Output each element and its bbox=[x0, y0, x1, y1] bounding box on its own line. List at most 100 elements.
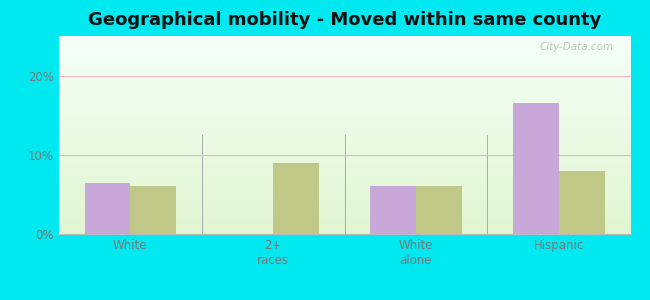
Bar bbox=[58, 132, 630, 133]
Bar bbox=[58, 83, 630, 85]
Bar bbox=[370, 187, 416, 234]
Bar bbox=[58, 199, 630, 200]
Bar bbox=[58, 80, 630, 82]
Bar bbox=[58, 202, 630, 203]
Bar bbox=[58, 108, 630, 109]
Title: Geographical mobility - Moved within same county: Geographical mobility - Moved within sam… bbox=[88, 11, 601, 29]
Bar bbox=[58, 95, 630, 96]
Bar bbox=[58, 231, 630, 232]
Bar bbox=[58, 49, 630, 50]
Bar bbox=[58, 143, 630, 144]
Bar bbox=[58, 168, 630, 169]
Bar bbox=[58, 149, 630, 150]
Bar bbox=[58, 119, 630, 120]
Bar bbox=[58, 98, 630, 99]
Bar bbox=[58, 150, 630, 151]
Bar bbox=[58, 229, 630, 230]
Bar bbox=[58, 159, 630, 160]
Bar bbox=[58, 217, 630, 218]
Bar bbox=[58, 228, 630, 229]
Bar bbox=[58, 118, 630, 119]
Bar bbox=[58, 89, 630, 91]
Bar bbox=[58, 176, 630, 177]
Bar bbox=[58, 82, 630, 83]
Bar bbox=[58, 47, 630, 48]
Bar bbox=[559, 171, 604, 234]
Bar bbox=[513, 103, 559, 234]
Bar bbox=[58, 127, 630, 128]
Bar bbox=[58, 141, 630, 142]
Bar bbox=[58, 226, 630, 227]
Bar bbox=[58, 164, 630, 165]
Bar bbox=[58, 195, 630, 196]
Bar bbox=[58, 73, 630, 74]
Bar bbox=[58, 96, 630, 98]
Bar bbox=[58, 201, 630, 202]
Bar bbox=[58, 54, 630, 55]
Bar bbox=[58, 219, 630, 220]
Bar bbox=[58, 233, 630, 234]
Bar bbox=[58, 165, 630, 166]
Bar bbox=[58, 131, 630, 132]
Bar bbox=[58, 196, 630, 197]
Bar bbox=[58, 111, 630, 112]
Bar bbox=[58, 107, 630, 108]
Bar bbox=[58, 110, 630, 111]
Bar bbox=[58, 218, 630, 219]
Bar bbox=[58, 115, 630, 116]
Bar bbox=[58, 155, 630, 156]
Bar bbox=[58, 55, 630, 56]
Bar bbox=[58, 105, 630, 106]
Bar bbox=[58, 142, 630, 143]
Bar bbox=[58, 200, 630, 201]
Bar bbox=[58, 154, 630, 155]
Bar bbox=[58, 92, 630, 93]
Bar bbox=[58, 106, 630, 107]
Bar bbox=[58, 72, 630, 73]
Bar bbox=[58, 166, 630, 167]
Text: City-Data.com: City-Data.com bbox=[540, 42, 614, 52]
Bar bbox=[58, 85, 630, 86]
Bar bbox=[58, 181, 630, 182]
Bar bbox=[58, 66, 630, 67]
Bar bbox=[58, 50, 630, 51]
Bar bbox=[58, 61, 630, 62]
Bar bbox=[58, 224, 630, 225]
Bar bbox=[58, 64, 630, 65]
Bar bbox=[58, 214, 630, 215]
Bar bbox=[58, 101, 630, 102]
Bar bbox=[58, 51, 630, 52]
Bar bbox=[58, 85, 630, 86]
Bar bbox=[58, 114, 630, 115]
Bar bbox=[58, 94, 630, 95]
Bar bbox=[58, 203, 630, 204]
Bar bbox=[58, 122, 630, 123]
Bar bbox=[58, 205, 630, 206]
Bar bbox=[58, 60, 630, 61]
Bar bbox=[58, 213, 630, 214]
Bar bbox=[58, 58, 630, 59]
Bar bbox=[58, 120, 630, 121]
Bar bbox=[58, 167, 630, 168]
Bar bbox=[58, 129, 630, 130]
Bar bbox=[58, 178, 630, 179]
Bar bbox=[58, 144, 630, 145]
Bar bbox=[58, 36, 630, 37]
Bar bbox=[58, 197, 630, 198]
Bar bbox=[58, 185, 630, 187]
Bar bbox=[58, 52, 630, 53]
Bar bbox=[58, 191, 630, 192]
Bar bbox=[58, 59, 630, 60]
Bar bbox=[58, 179, 630, 181]
Bar bbox=[58, 116, 630, 117]
Bar bbox=[58, 99, 630, 100]
Bar bbox=[58, 223, 630, 224]
Bar bbox=[58, 57, 630, 58]
Bar bbox=[58, 215, 630, 216]
Bar bbox=[58, 152, 630, 153]
Bar bbox=[58, 145, 630, 146]
Bar bbox=[58, 40, 630, 41]
Bar bbox=[58, 65, 630, 66]
Bar bbox=[58, 70, 630, 72]
Bar bbox=[58, 171, 630, 172]
